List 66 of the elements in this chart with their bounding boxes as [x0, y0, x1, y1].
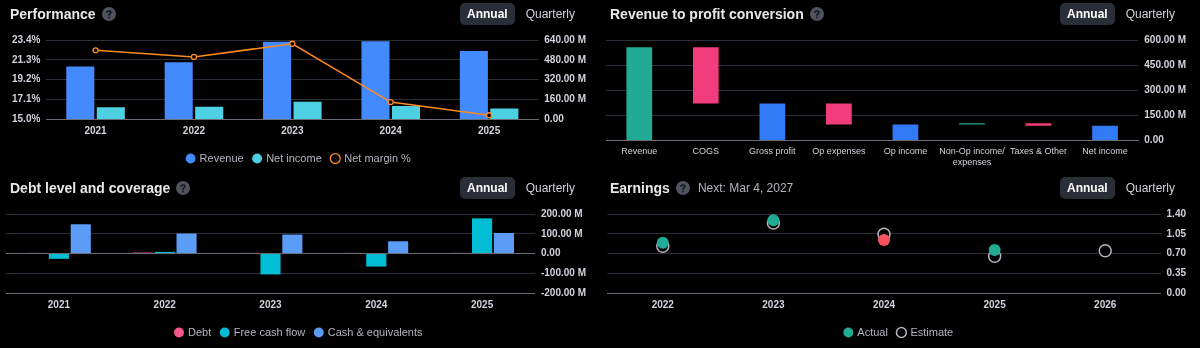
x-tick-label: 2023 — [281, 124, 304, 136]
y-tick-label: 450.00 M — [1144, 58, 1187, 70]
text: Annual — [459, 3, 515, 25]
y-tick-label: 0.00 — [1166, 286, 1187, 298]
text: Annual — [459, 177, 515, 199]
x-tick-label: Non-Op income/ expenses — [939, 146, 1006, 168]
y-tick-label: 21.3% — [12, 53, 41, 65]
y-tick-label: 0.00 — [1144, 134, 1165, 146]
x-tick-label: 2021 — [47, 298, 71, 310]
x-tick-label: 2025 — [983, 298, 1007, 310]
x-tick-label: Net income — [1082, 146, 1128, 157]
y2-tick-label: 480.00 M — [544, 53, 587, 65]
y2-tick-label: 160.00 M — [544, 93, 587, 104]
x-tick-label: 2023 — [762, 298, 785, 310]
x-tick-label: 2022 — [153, 298, 177, 310]
legend-label: Actual — [857, 325, 888, 338]
chart-title: Revenue to profit conversion — [610, 6, 804, 22]
x-tick-label: 2021 — [84, 124, 108, 136]
x-tick-label: Taxes & Other — [1009, 146, 1068, 157]
chart-title: Performance — [10, 6, 96, 22]
x-tick-label: 2025 — [477, 124, 501, 136]
text: Quarterly — [1124, 6, 1176, 23]
y-tick-label: -100.00 M — [540, 267, 587, 278]
y-tick-label: 19.2% — [12, 73, 41, 85]
y-tick-label: 0.35 — [1166, 267, 1187, 278]
x-tick-label: Op income — [883, 146, 928, 157]
y2-tick-label: 640.00 M — [544, 33, 587, 45]
x-tick-label: 2025 — [470, 298, 494, 310]
chart-title: Earnings — [610, 180, 670, 196]
text: Quarterly — [524, 180, 576, 197]
y-tick-label: 15.0% — [12, 112, 41, 124]
legend-label: Debt — [187, 325, 212, 338]
y-tick-label: 23.4% — [12, 33, 41, 45]
x-tick-label: Op expenses — [812, 146, 866, 157]
legend-label: Net margin % — [344, 151, 412, 164]
y-tick-label: 600.00 M — [1144, 33, 1187, 45]
text: Annual — [1059, 3, 1115, 25]
x-tick-label: Revenue — [621, 146, 658, 157]
x-tick-label: Gross profit — [749, 146, 797, 157]
x-tick-label: 2024 — [365, 298, 388, 310]
legend-label: Estimate — [910, 325, 954, 338]
chart-subtitle: Next: Mar 4, 2027 — [697, 181, 794, 195]
y-tick-label: 100.00 M — [540, 227, 583, 239]
legend-label: Free cash flow — [233, 325, 306, 338]
x-tick-label: 2024 — [379, 124, 403, 136]
chart-title: Debt level and coverage — [10, 180, 171, 196]
text: Quarterly — [524, 6, 576, 23]
y-tick-label: 1.40 — [1166, 207, 1187, 219]
text: Quarterly — [1124, 180, 1176, 197]
x-tick-label: 2022 — [651, 298, 675, 310]
y-tick-label: 0.00 — [540, 247, 561, 259]
y-tick-label: 1.05 — [1166, 227, 1187, 239]
x-tick-label: 2023 — [259, 298, 283, 310]
legend-label: Cash & equivalents — [327, 325, 424, 338]
y-tick-label: 17.1% — [12, 93, 41, 104]
x-tick-label: 2026 — [1094, 298, 1117, 310]
y-tick-label: 300.00 M — [1144, 83, 1187, 95]
x-tick-label: 2022 — [182, 124, 206, 136]
y2-tick-label: 320.00 M — [544, 73, 587, 85]
x-tick-label: COGS — [692, 146, 720, 157]
y-tick-label: 200.00 M — [540, 207, 583, 219]
y-tick-label: 150.00 M — [1144, 109, 1187, 121]
x-tick-label: 2024 — [872, 298, 896, 310]
y-tick-label: 0.70 — [1166, 247, 1187, 259]
text: Annual — [1059, 177, 1115, 199]
y-tick-label: -200.00 M — [540, 286, 587, 298]
